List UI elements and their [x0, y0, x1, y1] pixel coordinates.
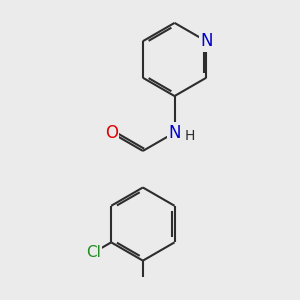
Text: H: H	[185, 129, 195, 143]
Text: O: O	[105, 124, 118, 142]
Text: N: N	[168, 124, 181, 142]
Text: N: N	[200, 32, 212, 50]
Text: Cl: Cl	[86, 245, 101, 260]
